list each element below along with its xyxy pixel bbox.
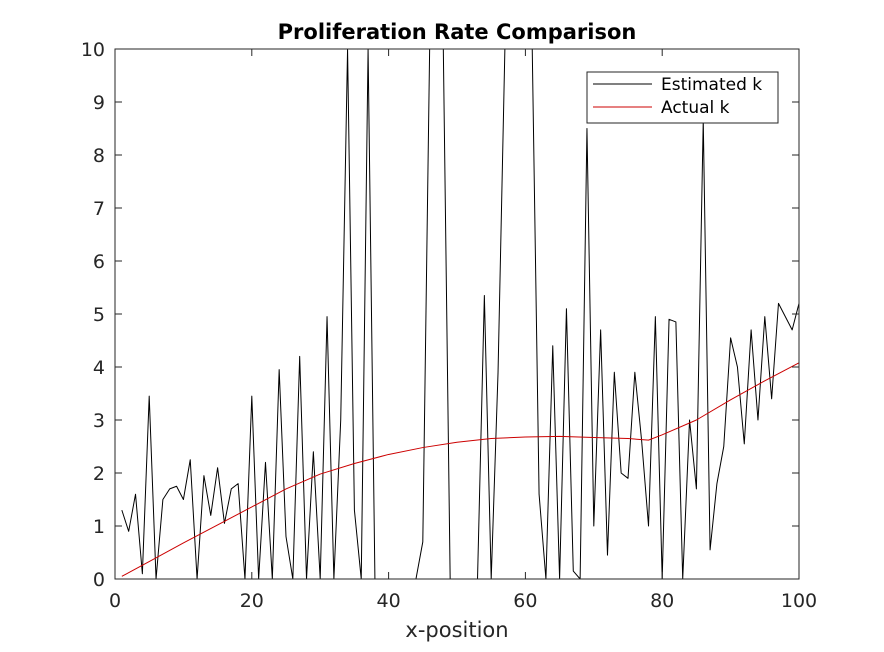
chart-title: Proliferation Rate Comparison <box>278 20 637 44</box>
y-tick-label: 9 <box>93 92 105 114</box>
y-tick-label: 1 <box>93 516 105 538</box>
y-tick-label: 3 <box>93 410 105 432</box>
legend-box <box>586 71 779 124</box>
y-tick-label: 8 <box>93 145 105 167</box>
y-tick-label: 7 <box>93 198 105 220</box>
y-tick-label: 5 <box>93 304 105 326</box>
x-tick-label: 0 <box>109 590 121 612</box>
y-tick-label: 0 <box>93 569 105 591</box>
legend-label-actual: Actual k <box>661 98 730 118</box>
x-tick-label: 40 <box>377 590 401 612</box>
x-tick-label: 20 <box>240 590 264 612</box>
x-axis-title: x-position <box>405 618 508 642</box>
legend: Estimated k Actual k <box>586 71 779 124</box>
series-line-actual-k <box>121 362 799 577</box>
legend-label-estimated: Estimated k <box>661 75 762 95</box>
x-tick-label: 100 <box>781 590 817 612</box>
y-tick-label: 4 <box>93 357 105 379</box>
y-tick-label: 10 <box>81 39 105 61</box>
series-line-estimated-k <box>121 49 799 579</box>
series-layer <box>121 49 799 579</box>
x-tick-label: 80 <box>650 590 674 612</box>
tick-layer: 0 20 40 60 80 100 0 1 2 3 4 5 6 7 8 9 10 <box>81 39 817 612</box>
plot-area <box>115 49 799 579</box>
x-tick-label: 60 <box>513 590 537 612</box>
y-tick-label: 6 <box>93 251 105 273</box>
y-tick-label: 2 <box>93 463 105 485</box>
